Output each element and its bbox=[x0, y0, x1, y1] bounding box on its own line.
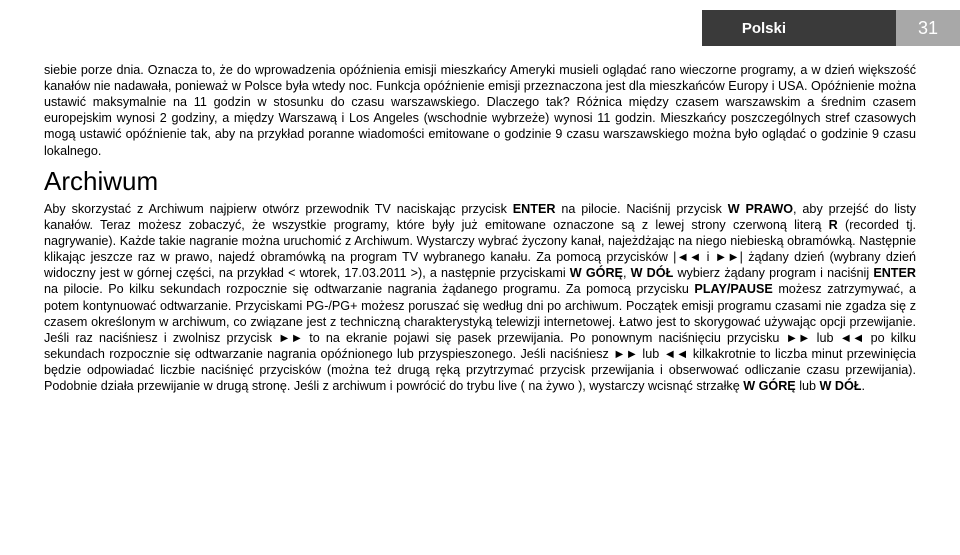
bold-playpause: PLAY/PAUSE bbox=[694, 282, 772, 296]
page-content: siebie porze dnia. Oznacza to, że do wpr… bbox=[44, 62, 916, 396]
bold-enter2: ENTER bbox=[873, 266, 916, 280]
text-run: Aby skorzystać z Archiwum najpierw otwór… bbox=[44, 202, 513, 216]
text-run: wybierz żądany program i naciśnij bbox=[673, 266, 873, 280]
text-run: na pilocie. Naciśnij przycisk bbox=[555, 202, 727, 216]
paragraph-2: Aby skorzystać z Archiwum najpierw otwór… bbox=[44, 201, 916, 394]
text-run: . bbox=[862, 379, 866, 393]
language-label: Polski bbox=[702, 10, 896, 46]
bold-enter: ENTER bbox=[513, 202, 556, 216]
bold-r: R bbox=[829, 218, 838, 232]
paragraph-1: siebie porze dnia. Oznacza to, że do wpr… bbox=[44, 62, 916, 159]
bold-wdol: W DÓŁ bbox=[631, 266, 674, 280]
bold-wgore: W GÓRĘ bbox=[570, 266, 623, 280]
header-bar: Polski 31 bbox=[702, 10, 960, 46]
text-run: możesz zatrzymywać, a potem kontynuować … bbox=[44, 282, 916, 393]
text-run: na pilocie. Po kilku sekundach rozpoczni… bbox=[44, 282, 694, 296]
bold-wdol2: W DÓŁ bbox=[820, 379, 862, 393]
page-number: 31 bbox=[896, 10, 960, 46]
bold-wgore2: W GÓRĘ bbox=[743, 379, 795, 393]
bold-wprawo: W PRAWO bbox=[728, 202, 793, 216]
text-run: lub bbox=[796, 379, 820, 393]
text-run: , bbox=[623, 266, 631, 280]
heading-archiwum: Archiwum bbox=[44, 165, 916, 198]
